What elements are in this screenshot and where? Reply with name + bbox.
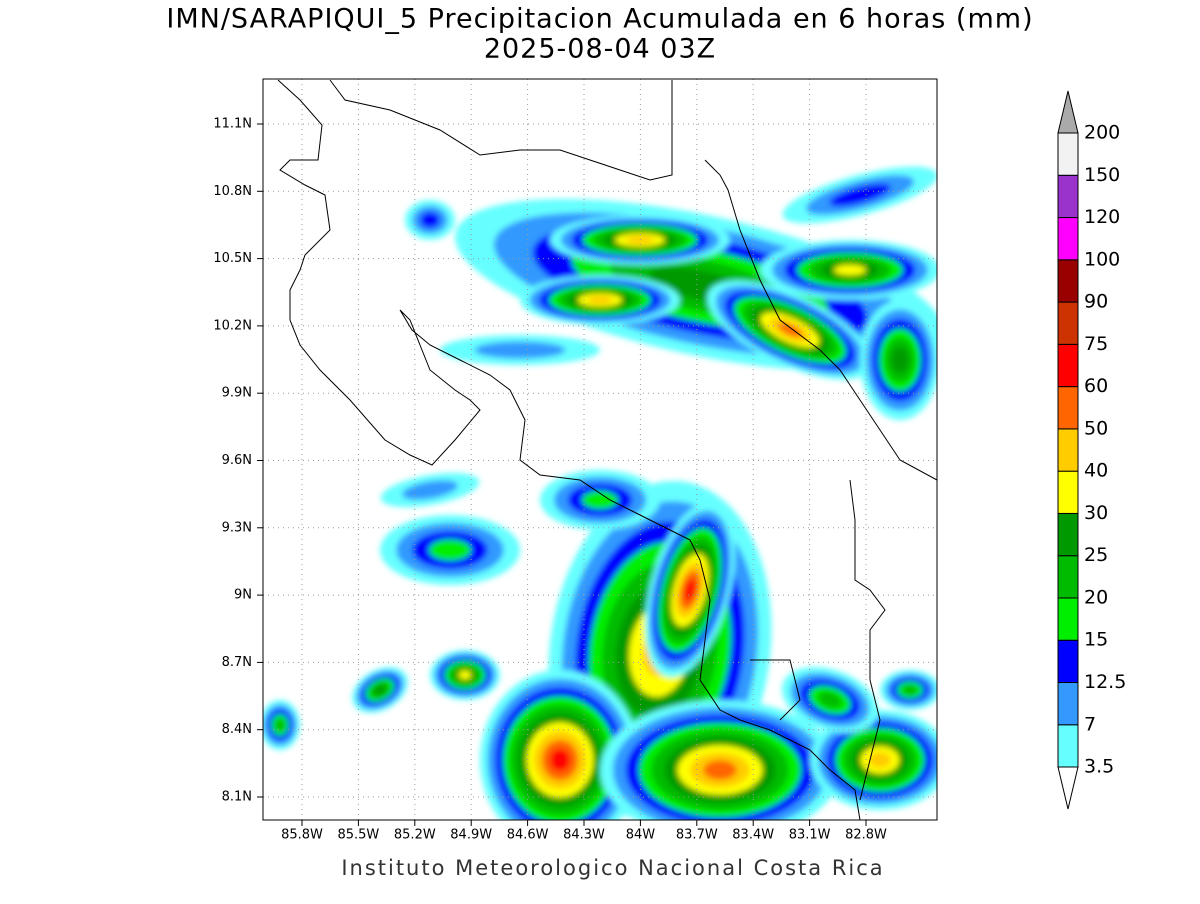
colorbar-segment [1057,428,1079,472]
colorbar-segment [1057,259,1079,303]
colorbar-under [1057,766,1079,810]
precip-contour [829,183,891,207]
colorbar-label: 25 [1084,544,1108,566]
lon-label: 84.6W [507,828,549,843]
colorbar-label: 40 [1084,460,1108,482]
colorbar-label: 75 [1084,333,1108,355]
precip-contour [833,264,867,276]
lat-label: 8.7N [222,655,252,670]
precip-field [263,166,937,820]
colorbar-label: 50 [1084,417,1108,439]
lat-label: 9.9N [222,386,252,401]
precip-contour [587,296,613,304]
lat-label: 10.2N [213,318,252,333]
precip-contour [684,578,696,602]
coastline [277,79,861,820]
colorbar-label: 30 [1084,502,1108,524]
precip-contour [891,347,909,373]
coastline [704,159,937,481]
precip-contour [420,212,440,228]
colorbar-label: 15 [1084,629,1108,651]
colorbar-segment [1057,217,1079,261]
precip-contour [458,670,472,680]
border [849,479,886,801]
precip-contour [818,691,842,709]
colorbar-segment [1057,132,1079,176]
precip-contour [869,752,891,768]
precip-contour [581,490,619,510]
precip-contour [625,236,655,244]
lon-label: 84.3W [563,828,605,843]
colorbar-label: 100 [1084,248,1120,270]
colorbar-label: 12.5 [1084,671,1126,693]
title: IMN/SARAPIQUI_5 Precipitacion Acumulada … [166,4,1033,35]
precip-contour [549,748,571,772]
precip-contour [275,718,285,732]
lon-label: 83.7W [676,828,718,843]
grid [257,79,937,826]
lon-label: 85.8W [281,828,323,843]
lat-label: 8.1N [222,790,252,805]
lon-label: 82.8W [845,828,887,843]
lat-label: 10.8N [213,184,252,199]
border [750,659,801,721]
precip-contour [778,323,802,337]
colorbar-segment [1057,724,1079,768]
colorbar-segment [1057,386,1079,430]
colorbar-segment [1057,512,1079,557]
coastline [329,79,673,181]
colorbar-segment [1057,174,1079,219]
colorbar-label: 7 [1084,713,1096,735]
colorbar-segment [1057,470,1079,514]
footer: Instituto Meteorologico Nacional Costa R… [341,856,884,880]
colorbar-label: 20 [1084,586,1108,608]
precip-contour [902,685,918,695]
lat-label: 8.4N [222,722,252,737]
lon-label: 83.1W [789,828,831,843]
coastlines [277,79,937,820]
colorbar-label: 60 [1084,375,1108,397]
map-frame [262,78,938,821]
lon-label: 84.9W [450,828,492,843]
lat-label: 9N [234,588,252,603]
colorbar-over [1057,90,1079,134]
lat-label: 9.6N [222,453,252,468]
colorbar-segment [1057,639,1079,684]
colorbar-label: 120 [1084,206,1120,228]
lon-label: 84W [626,828,656,843]
lat-label: 10.5N [213,251,252,266]
subtitle: 2025-08-04 03Z [484,34,716,65]
colorbar-label: 90 [1084,291,1108,313]
colorbar-segment [1057,597,1079,641]
colorbar-segment [1057,301,1079,345]
colorbar-segment [1057,682,1079,726]
precip-contour [428,539,472,561]
precip-contour [374,685,386,695]
lat-label: 9.3N [222,520,252,535]
colorbar: 3.5 7 12.5 15 20 25 30 40 50 60 75 90 100 120 150 200 [1057,90,1126,810]
lon-label: 83.4W [732,828,774,843]
colorbar-segment [1057,555,1079,599]
precip-contour [474,341,566,359]
colorbar-label: 3.5 [1084,756,1114,778]
lon-label: 85.2W [394,828,436,843]
lon-label: 85.5W [337,828,379,843]
precip-contour [402,480,458,500]
colorbar-label: 150 [1084,164,1120,186]
colorbar-segment [1057,343,1079,388]
precip-contour [703,760,737,780]
lat-label: 11.1N [213,117,252,132]
colorbar-label: 200 [1084,122,1120,144]
